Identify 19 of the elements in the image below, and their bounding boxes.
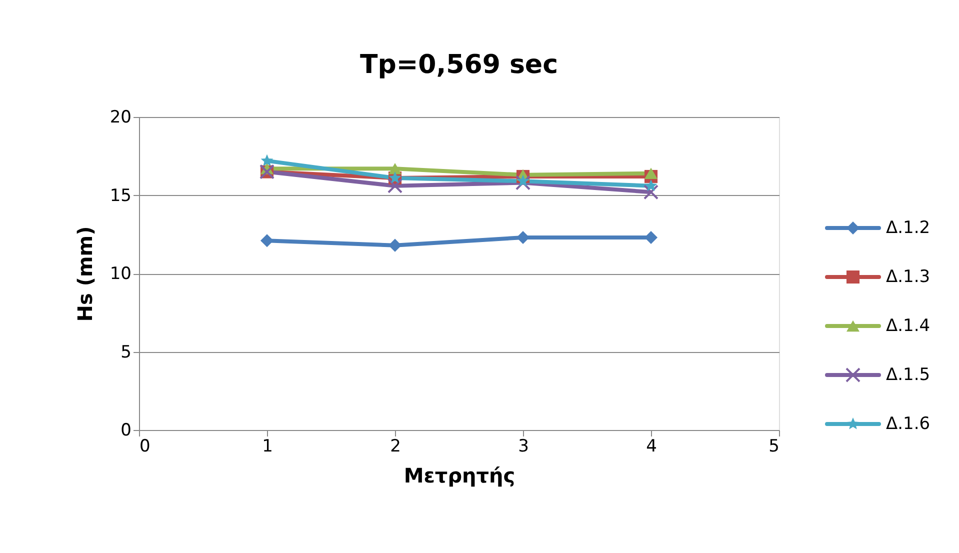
x-tick-label: 5 bbox=[768, 436, 780, 456]
legend-label: Δ.1.3 bbox=[886, 267, 930, 287]
x-axis-title: Μετρητής bbox=[404, 464, 516, 488]
y-axis-title: Hs (mm) bbox=[72, 226, 97, 322]
legend-label: Δ.1.4 bbox=[886, 316, 930, 336]
x-tick-label: 3 bbox=[518, 436, 529, 456]
x-tick-label: 2 bbox=[390, 436, 401, 456]
y-tick-label: 15 bbox=[110, 186, 132, 206]
y-tick-label: 10 bbox=[110, 264, 132, 284]
y-tick-label: 5 bbox=[120, 342, 132, 362]
legend-label: Δ.1.6 bbox=[886, 414, 930, 434]
x-tick-label: 4 bbox=[646, 436, 657, 456]
x-tick-label: 0 bbox=[140, 436, 150, 456]
y-tick-label: 0 bbox=[120, 420, 132, 440]
x-tick-label: 1 bbox=[262, 436, 273, 456]
y-tick-label: 20 bbox=[110, 108, 132, 128]
legend-label: Δ.1.2 bbox=[886, 218, 930, 238]
chart-title: Tp=0,569 sec bbox=[360, 50, 558, 80]
legend-label: Δ.1.5 bbox=[886, 365, 930, 385]
